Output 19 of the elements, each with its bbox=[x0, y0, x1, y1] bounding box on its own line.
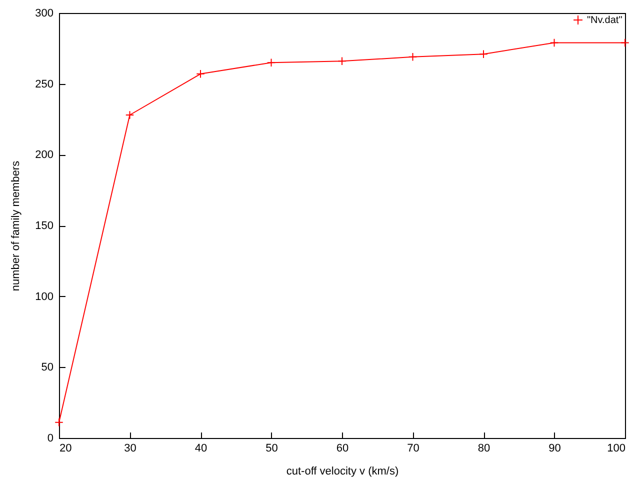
y-tick-label: 100 bbox=[35, 290, 54, 303]
y-axis-title: number of family members bbox=[10, 160, 22, 292]
x-tick-label: 100 bbox=[607, 442, 626, 454]
x-tick-label: 30 bbox=[124, 442, 136, 454]
x-tick-label: 60 bbox=[336, 442, 349, 454]
y-tick-label: 200 bbox=[35, 149, 54, 162]
y-tick-label: 150 bbox=[35, 220, 54, 232]
x-tick-label: 40 bbox=[194, 442, 208, 454]
y-tick-label: 50 bbox=[41, 362, 54, 374]
x-tick-label: 90 bbox=[548, 442, 561, 454]
y-tick-label: 0 bbox=[47, 432, 54, 444]
legend-label: "Nv.dat" bbox=[587, 15, 623, 26]
y-tick-label: 300 bbox=[35, 8, 54, 20]
x-tick-label: 70 bbox=[407, 442, 420, 454]
x-tick-label: 20 bbox=[60, 442, 72, 454]
y-tick-label: 250 bbox=[35, 78, 54, 90]
x-tick-label: 50 bbox=[266, 442, 278, 454]
x-axis-title: cut-off velocity v (km/s) bbox=[286, 466, 399, 478]
x-tick-label: 80 bbox=[478, 442, 490, 454]
